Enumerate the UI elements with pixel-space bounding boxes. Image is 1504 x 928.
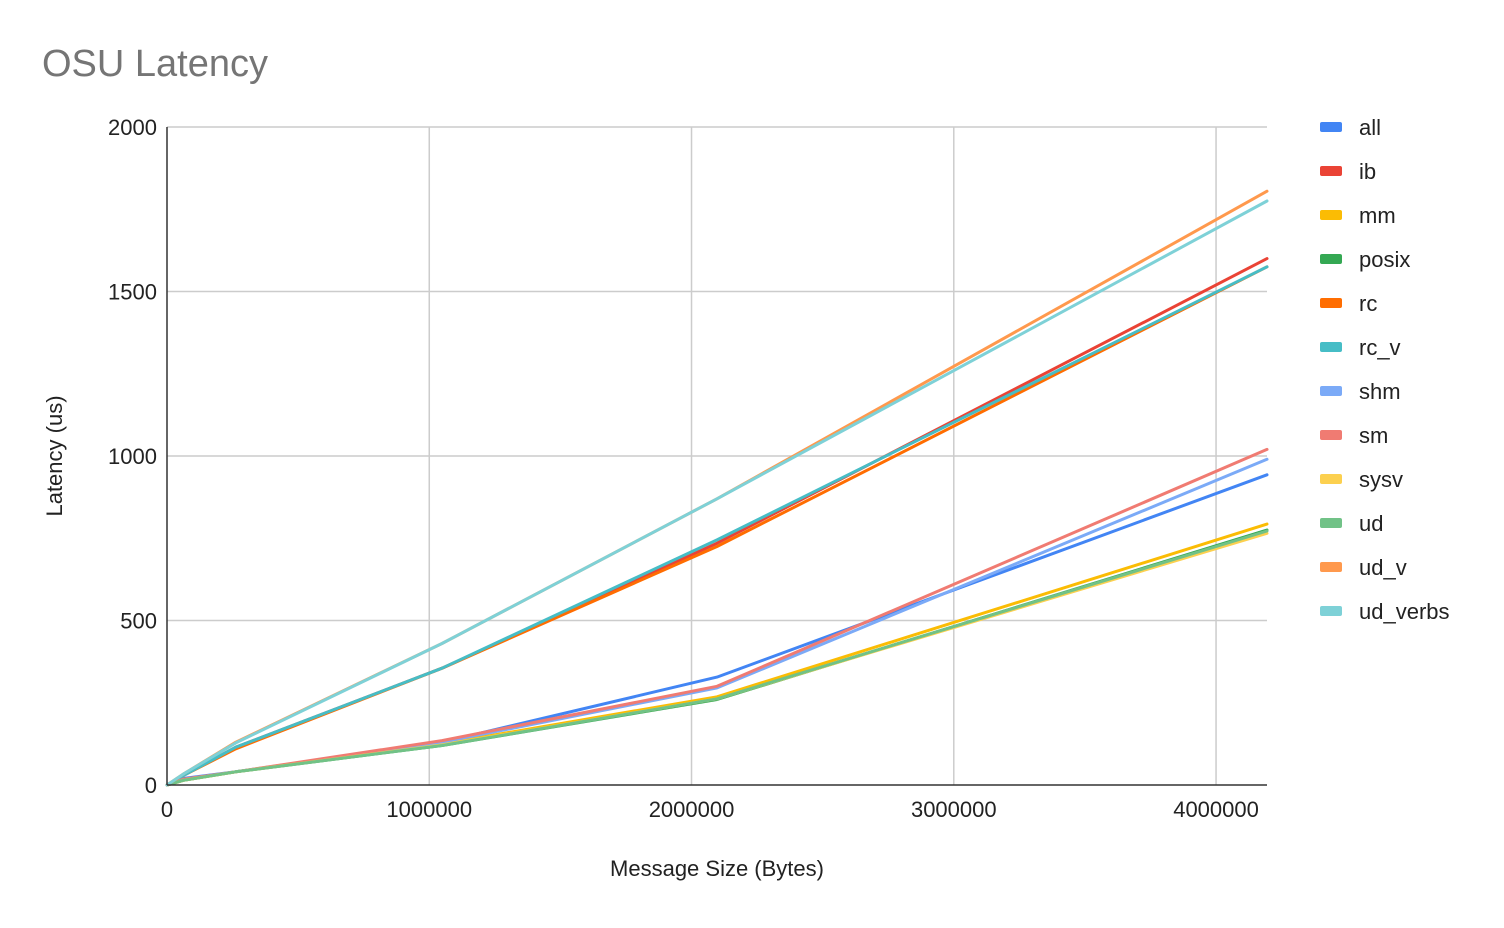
- legend-swatch: [1320, 430, 1342, 440]
- legend-swatch: [1320, 342, 1342, 352]
- legend-item: sysv: [1320, 467, 1403, 492]
- x-tick-label: 3000000: [911, 797, 997, 822]
- legend-label: ud: [1359, 511, 1383, 536]
- legend-label: sysv: [1359, 467, 1403, 492]
- legend-label: mm: [1359, 203, 1396, 228]
- legend-swatch: [1320, 166, 1342, 176]
- legend-label: posix: [1359, 247, 1410, 272]
- gridlines: [167, 126, 1267, 785]
- legend-label: rc_v: [1359, 335, 1401, 360]
- legend-label: shm: [1359, 379, 1401, 404]
- series-line-ud: [165, 529, 1269, 787]
- legend-item: mm: [1320, 203, 1396, 228]
- legend-swatch: [1320, 562, 1342, 572]
- y-tick-label: 0: [145, 773, 157, 798]
- legend-item: ud_verbs: [1320, 599, 1450, 624]
- legend-swatch: [1320, 386, 1342, 396]
- legend-label: sm: [1359, 423, 1388, 448]
- legend-swatch: [1320, 474, 1342, 484]
- legend-label: rc: [1359, 291, 1377, 316]
- legend-item: all: [1320, 115, 1381, 140]
- x-tick-label: 1000000: [386, 797, 472, 822]
- series-line-mm: [165, 522, 1269, 787]
- tick-labels: 0 500 1000 1500 2000 0 1000000 2000000 3000000 40…: [108, 115, 1259, 822]
- y-tick-label: 1500: [108, 280, 157, 305]
- x-tick-label: 0: [161, 797, 173, 822]
- chart-title: OSU Latency: [42, 43, 268, 85]
- legend-item: posix: [1320, 247, 1410, 272]
- legend-label: ib: [1359, 159, 1376, 184]
- legend-item: rc_v: [1320, 335, 1401, 360]
- x-tick-label: 4000000: [1173, 797, 1259, 822]
- legend-item: ud: [1320, 511, 1383, 536]
- y-tick-label: 1000: [108, 444, 157, 469]
- legend-swatch: [1320, 210, 1342, 220]
- legend-label: ud_v: [1359, 555, 1407, 580]
- legend-item: ib: [1320, 159, 1376, 184]
- legend-item: sm: [1320, 423, 1388, 448]
- series-line-posix: [165, 528, 1269, 787]
- y-axis-title: Latency (us): [42, 395, 67, 516]
- x-axis-title: Message Size (Bytes): [610, 856, 824, 881]
- legend-swatch: [1320, 298, 1342, 308]
- y-tick-label: 2000: [108, 115, 157, 140]
- legend-swatch: [1320, 606, 1342, 616]
- legend-label: all: [1359, 115, 1381, 140]
- legend-swatch: [1320, 518, 1342, 528]
- legend-label: ud_verbs: [1359, 599, 1450, 624]
- legend-item: ud_v: [1320, 555, 1407, 580]
- series-line-sysv: [165, 531, 1269, 787]
- series-line-shm: [165, 457, 1269, 787]
- legend-swatch: [1320, 122, 1342, 132]
- legend-swatch: [1320, 254, 1342, 264]
- series-line-ud-verbs: [165, 199, 1269, 787]
- axes: [166, 127, 1267, 786]
- x-tick-label: 2000000: [649, 797, 735, 822]
- series-lines: [165, 189, 1269, 787]
- y-tick-label: 500: [120, 609, 157, 634]
- legend-item: shm: [1320, 379, 1401, 404]
- legend-item: rc: [1320, 291, 1377, 316]
